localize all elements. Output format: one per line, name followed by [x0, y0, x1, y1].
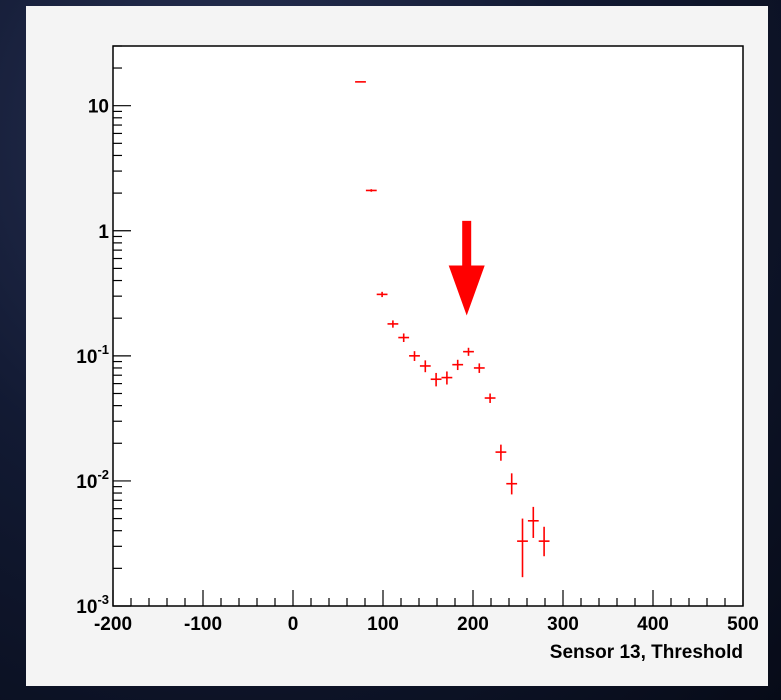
- y-tick-label: 10-2: [76, 467, 109, 493]
- data-point: [441, 371, 453, 385]
- data-point: [419, 360, 431, 373]
- data-point: [463, 347, 474, 356]
- data-point: [473, 363, 485, 373]
- data-point: [506, 473, 518, 495]
- x-tick-label: 300: [547, 614, 579, 635]
- plot-frame: [112, 45, 744, 607]
- plot-panel: -200 -100 0 100 200 300 400 500 10-3 10-2 10-1 1 10 …: [26, 6, 768, 686]
- data-point: [398, 333, 410, 343]
- x-tick-label: -100: [184, 614, 222, 635]
- x-tick-label: 100: [367, 614, 399, 635]
- data-point: [495, 444, 507, 461]
- y-tick-label: 10: [88, 97, 109, 118]
- x-tick-label: 500: [727, 614, 759, 635]
- data-point: [409, 351, 420, 361]
- x-axis-title: Sensor 13, Threshold: [550, 642, 743, 663]
- data-point: [376, 291, 388, 298]
- chart: -200 -100 0 100 200 300 400 50010-310-210-1110 …: [76, 45, 759, 663]
- y-tick-label: 1: [98, 222, 109, 243]
- data-point: [452, 359, 464, 371]
- x-tick-label: 0: [288, 614, 299, 635]
- data-point: [365, 189, 377, 192]
- data-point: [527, 506, 539, 538]
- data-point: [484, 393, 496, 403]
- y-tick-label: 10-1: [76, 342, 109, 368]
- annotation-arrow: [448, 220, 485, 316]
- y-tick-label: 10-3: [76, 592, 109, 618]
- data-point: [430, 372, 442, 387]
- data-point: [387, 320, 399, 328]
- x-tick-label: 200: [457, 614, 489, 635]
- data-point: [538, 526, 550, 557]
- x-tick-label: -200: [94, 614, 132, 635]
- data-point: [517, 518, 528, 578]
- x-tick-label: 400: [637, 614, 669, 635]
